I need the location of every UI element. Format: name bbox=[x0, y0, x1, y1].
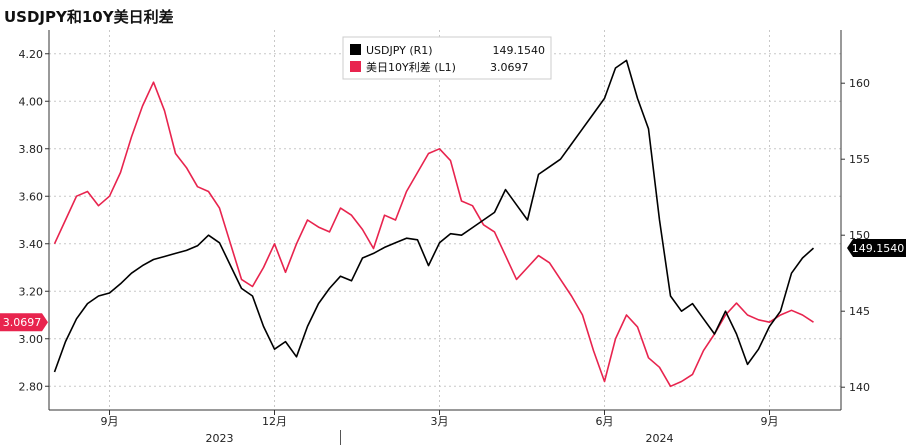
badge-spread-value: 3.0697 bbox=[3, 316, 42, 329]
left-tick-label-2.80: 2.80 bbox=[19, 380, 44, 393]
series-line-usdjpy bbox=[53, 59, 815, 373]
series-lines bbox=[53, 59, 815, 388]
left-tick-label-3.60: 3.60 bbox=[19, 190, 44, 203]
legend-swatch-spread bbox=[350, 61, 361, 72]
right-tick-label-140: 140 bbox=[849, 381, 870, 394]
right-tick-label-160: 160 bbox=[849, 77, 870, 90]
left-tick-label-3.80: 3.80 bbox=[19, 143, 44, 156]
left-tick-label-3.00: 3.00 bbox=[19, 333, 44, 346]
left-axis: 2.80 3.00 3.20 3.40 3.60 3.80 4.00 4.20 bbox=[19, 48, 49, 393]
legend-label-usdjpy: USDJPY (R1) bbox=[366, 44, 433, 57]
left-tick-label-3.20: 3.20 bbox=[19, 285, 44, 298]
right-axis: 140 145 150 155 160 bbox=[841, 77, 870, 394]
left-tick-label-4.00: 4.00 bbox=[19, 95, 44, 108]
legend-label-spread: 美日10Y利差 (L1) bbox=[366, 60, 456, 74]
right-tick-label-150: 150 bbox=[849, 229, 870, 242]
legend-value-spread: 3.0697 bbox=[490, 61, 529, 74]
x-tick-label-0: 9月 bbox=[101, 415, 119, 428]
x-tick-label-3: 6月 bbox=[596, 415, 614, 428]
legend: USDJPY (R1) 149.1540 美日10Y利差 (L1) 3.0697 bbox=[342, 36, 552, 80]
right-tick-label-145: 145 bbox=[849, 305, 870, 318]
series-line-spread bbox=[53, 81, 814, 388]
right-tick-label-155: 155 bbox=[849, 153, 870, 166]
x-axis: 9月 12月 3月 6月 9月 2023 2024 bbox=[101, 410, 779, 445]
x-year-label-0: 2023 bbox=[206, 432, 234, 445]
last-value-badge-spread: 3.0697 bbox=[0, 313, 48, 332]
x-year-label-1: 2024 bbox=[646, 432, 674, 445]
last-value-badge-usdjpy: 149.1540 bbox=[847, 239, 906, 258]
x-tick-label-2: 3月 bbox=[431, 415, 449, 428]
left-tick-label-3.40: 3.40 bbox=[19, 238, 44, 251]
x-tick-label-4: 9月 bbox=[761, 415, 779, 428]
legend-box bbox=[342, 36, 552, 80]
legend-swatch-usdjpy bbox=[350, 44, 361, 55]
badge-usdjpy-value: 149.1540 bbox=[852, 242, 905, 255]
left-tick-label-4.20: 4.20 bbox=[19, 48, 44, 61]
legend-value-usdjpy: 149.1540 bbox=[493, 44, 546, 57]
gridlines bbox=[49, 30, 841, 410]
x-tick-label-1: 12月 bbox=[262, 415, 287, 428]
chart-title: USDJPY和10Y美日利差 bbox=[4, 8, 174, 26]
